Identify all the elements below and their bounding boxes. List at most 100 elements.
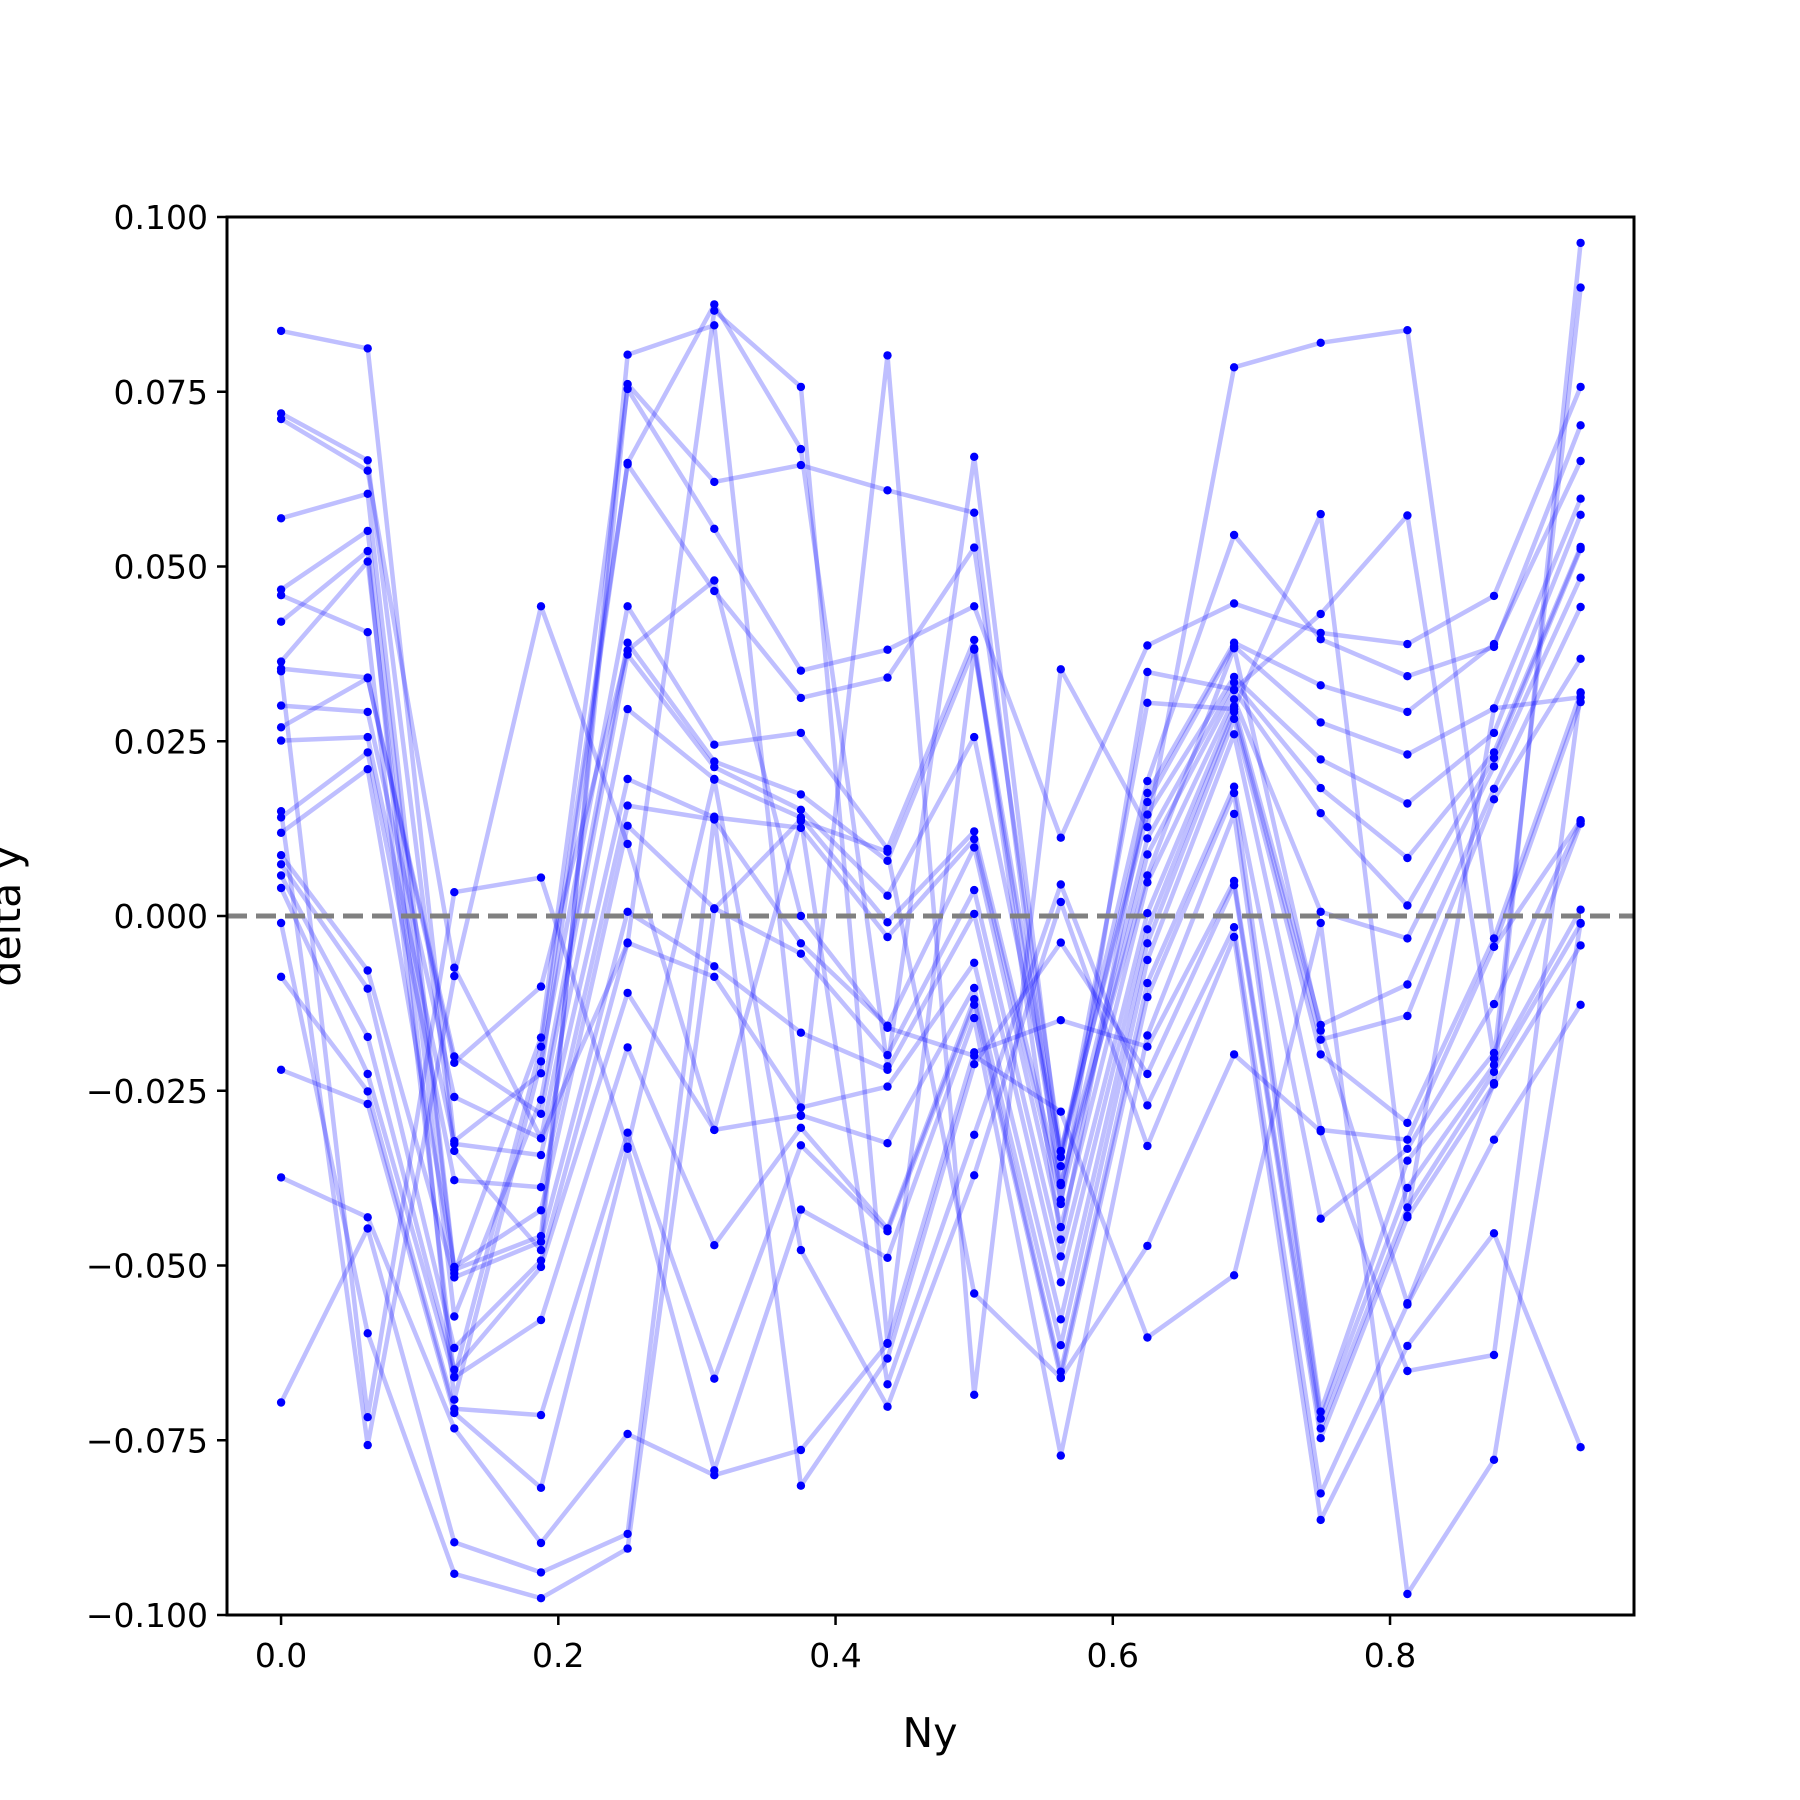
data-point — [1143, 1141, 1152, 1151]
x-tick-label: 0.4 — [809, 1636, 861, 1675]
data-point — [450, 1312, 459, 1321]
series-line-3 — [279, 242, 1583, 1346]
data-point — [796, 1245, 806, 1255]
data-point — [1229, 809, 1239, 819]
data-point — [1056, 1451, 1066, 1460]
series-line-6 — [280, 424, 1583, 1379]
data-point — [1316, 755, 1325, 764]
data-point — [970, 644, 979, 653]
data-point — [970, 885, 979, 895]
data-point — [1316, 628, 1325, 638]
data-point — [970, 983, 979, 993]
data-point — [1403, 1011, 1412, 1021]
data-point — [536, 1538, 546, 1548]
x-tick-label: 0.8 — [1364, 1636, 1416, 1675]
data-point — [710, 1471, 719, 1480]
data-point — [1403, 326, 1412, 335]
data-point — [1403, 1118, 1412, 1128]
data-point — [536, 1095, 546, 1105]
data-point — [536, 1033, 546, 1042]
data-point — [1229, 678, 1239, 687]
data-point — [883, 1402, 892, 1411]
data-point — [1229, 881, 1239, 890]
data-point — [1403, 901, 1412, 910]
data-point — [363, 984, 372, 993]
data-point — [1576, 283, 1585, 292]
data-point — [1143, 788, 1152, 798]
data-point — [1316, 1414, 1325, 1423]
data-point — [450, 1273, 459, 1282]
data-point — [450, 1373, 459, 1382]
data-point — [1316, 1214, 1325, 1223]
data-point — [1576, 654, 1585, 663]
data-point — [450, 888, 459, 897]
data-point — [450, 971, 459, 981]
data-point — [1056, 833, 1066, 842]
data-point — [450, 1365, 459, 1374]
data-point — [1576, 544, 1585, 554]
data-point — [623, 801, 632, 810]
data-point — [883, 645, 892, 654]
data-point — [623, 938, 632, 947]
x-tick-label: 0.2 — [532, 1636, 584, 1675]
data-point — [970, 543, 979, 552]
data-point — [796, 666, 806, 675]
data-point — [450, 1395, 459, 1404]
data-point — [970, 1000, 979, 1009]
data-point — [1489, 942, 1499, 951]
data-point — [1143, 909, 1152, 918]
data-point — [796, 728, 806, 738]
data-point — [536, 1150, 546, 1160]
data-point — [450, 1262, 459, 1272]
data-point — [536, 1594, 546, 1603]
series-line-8 — [279, 497, 1583, 1319]
data-point — [1229, 695, 1239, 704]
data-point — [1576, 573, 1585, 582]
data-point — [1403, 1589, 1412, 1599]
series-layer — [278, 242, 1583, 1601]
data-point — [276, 326, 286, 336]
data-point — [450, 1092, 459, 1102]
data-point — [363, 344, 372, 353]
data-point — [883, 1380, 892, 1389]
data-point — [796, 1205, 806, 1214]
data-point — [536, 1237, 546, 1246]
data-point — [1229, 730, 1239, 739]
data-point — [1143, 1069, 1152, 1079]
data-point — [1056, 880, 1066, 889]
data-point — [276, 1398, 286, 1407]
data-point — [796, 816, 806, 826]
data-point — [363, 546, 372, 556]
data-point — [796, 805, 806, 814]
data-point — [276, 972, 286, 981]
data-point — [363, 628, 372, 637]
data-point — [623, 1043, 632, 1052]
data-point — [970, 602, 979, 611]
data-point — [1143, 871, 1152, 880]
data-point — [276, 414, 286, 424]
data-point — [1143, 992, 1152, 1002]
data-point — [363, 1224, 372, 1233]
series-line-16 — [279, 701, 1583, 1372]
data-point — [1316, 338, 1325, 347]
data-point — [1229, 932, 1239, 942]
data-point — [1316, 509, 1325, 519]
series-line-9 — [280, 513, 1583, 1154]
data-point — [883, 1354, 892, 1363]
data-point — [1143, 1101, 1152, 1110]
data-point — [710, 306, 719, 315]
data-point — [883, 1339, 892, 1349]
data-point — [1143, 698, 1152, 707]
data-point — [883, 847, 892, 856]
data-point — [623, 350, 632, 359]
data-point — [710, 1125, 719, 1135]
series-line-13 — [279, 606, 1583, 1270]
data-point — [970, 1171, 979, 1180]
data-point — [1403, 980, 1412, 989]
y-tick-label: 0.025 — [114, 722, 208, 761]
data-point — [1143, 823, 1152, 832]
y-tick-label: −0.075 — [86, 1421, 208, 1460]
data-point — [1316, 907, 1325, 916]
data-point — [710, 586, 719, 596]
